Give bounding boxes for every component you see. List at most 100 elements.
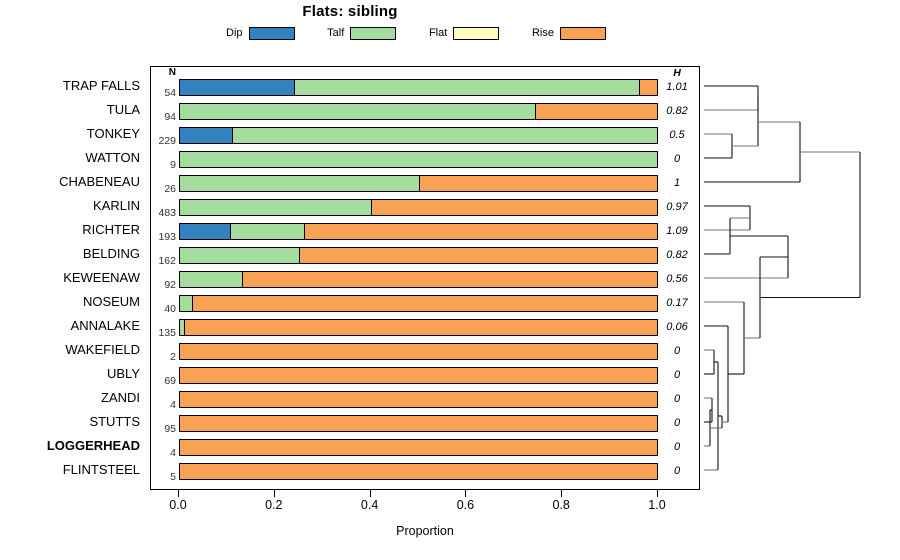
stacked-bar[interactable] [179,294,658,312]
legend-item-flat[interactable]: Flat [429,26,500,40]
n-value: 69 [164,375,176,387]
bar-segment-rise [180,415,657,431]
stacked-bar[interactable] [179,150,658,168]
bar-segment-talf [294,79,639,95]
h-column-header: H [673,67,681,79]
n-column: N 54 94 229 9 26 483 193 162 92 40 135 2 69 4 95 4 5 [150,66,178,490]
legend-swatch-flat [453,26,500,40]
dendrogram [700,66,900,490]
x-axis-tick [561,490,563,497]
x-axis-tick [273,490,275,497]
n-value: 95 [164,423,176,435]
bar-segment-dip [180,79,295,95]
h-value: 1.09 [666,225,688,237]
stacked-bar[interactable] [179,318,658,336]
stacked-bar[interactable] [179,78,658,96]
n-value: 4 [170,399,176,411]
h-column: H 1.01 0.82 0.5 0 1 0.97 1.09 0.82 0.56 0.17 0.06 0… [657,66,701,490]
n-value: 483 [158,207,176,219]
h-value: 0.17 [666,297,688,309]
y-axis-label: LOGGERHEAD [46,438,140,453]
n-value: 54 [164,87,176,99]
n-value: 94 [164,111,176,123]
bar-segment-talf [232,127,657,143]
bar-segment-talf [180,295,192,311]
legend-label: Talf [327,26,345,39]
y-axis-label: BELDING [82,246,140,261]
h-value: 0.82 [666,249,688,261]
legend-label: Rise [531,26,554,39]
n-value: 229 [158,135,176,147]
legend-swatch-talf [350,26,397,40]
y-axis-label: KEWEENAW [63,270,140,285]
bar-segment-talf [180,319,184,335]
n-value: 193 [158,231,176,243]
bar-segment-talf [180,247,300,263]
y-axis-label: CHABENEAU [59,174,140,189]
h-value: 0 [673,153,681,165]
stacked-bar[interactable] [179,414,658,432]
h-value: 0.5 [669,129,685,141]
bar-segment-rise [191,295,657,311]
bar-segment-dip [180,223,230,239]
bar-segment-talf [180,199,371,215]
y-axis-label: STUTTS [89,414,140,429]
bar-segment-rise [242,271,657,287]
bar-segment-talf [180,175,419,191]
x-axis: 0.0 0.2 0.4 0.6 0.8 1.0 [150,490,700,512]
bar-segment-talf [180,151,657,167]
y-axis-label: TULA [106,102,140,117]
stacked-bar[interactable] [179,462,658,480]
h-value: 0 [673,369,681,381]
legend-item-dip[interactable]: Dip [226,26,295,40]
legend-swatch-dip [248,26,295,40]
n-value: 5 [170,471,176,483]
legend-item-talf[interactable]: Talf [327,26,397,40]
h-value: 0 [673,417,681,429]
x-axis-tick-label: 0.6 [456,498,475,512]
legend-swatch-rise [559,26,606,40]
stacked-bar[interactable] [179,270,658,288]
y-axis-label: ZANDI [101,390,140,405]
stacked-bar[interactable] [179,246,658,264]
stacked-bar[interactable] [179,198,658,216]
y-axis-label: NOSEUM [82,294,140,309]
h-value: 0 [673,441,681,453]
x-axis-tick-label: 0.4 [360,498,379,512]
y-axis-label: WATTON [85,150,140,165]
h-value: 0 [673,345,681,357]
stacked-bar[interactable] [179,438,658,456]
legend-item-rise[interactable]: Rise [531,26,606,40]
bar-segment-rise [180,391,657,407]
bar-segment-rise [303,223,657,239]
x-axis-tick-label: 1.0 [648,498,666,512]
stacked-bar[interactable] [179,102,658,120]
bar-segment-rise [418,175,657,191]
h-value: 0.56 [666,273,688,285]
bar-segment-rise [535,103,657,119]
x-axis-tick-label: 0.8 [552,498,570,512]
n-value: 9 [170,159,176,171]
bar-segment-rise [180,367,657,383]
stacked-bar[interactable] [179,126,658,144]
legend: Dip Talf Flat Rise [226,25,606,41]
x-axis-tick [178,490,179,497]
n-value: 2 [170,351,176,363]
x-axis-tick-label: 0.0 [169,498,187,512]
stacked-bar[interactable] [179,366,658,384]
stacked-bar[interactable] [179,390,658,408]
h-value: 0.97 [666,201,688,213]
bar-segment-talf [229,223,304,239]
n-value: 135 [158,327,176,339]
h-value: 0.06 [666,321,688,333]
h-value: 1 [673,177,681,189]
stacked-bar[interactable] [179,222,658,240]
x-axis-tick [465,490,467,497]
stacked-bar[interactable] [179,174,658,192]
y-axis-label: TRAP FALLS [62,78,140,93]
y-axis-label: TONKEY [86,126,140,141]
plot-area [150,66,700,490]
stacked-bar[interactable] [179,342,658,360]
bar-segment-talf [180,271,242,287]
